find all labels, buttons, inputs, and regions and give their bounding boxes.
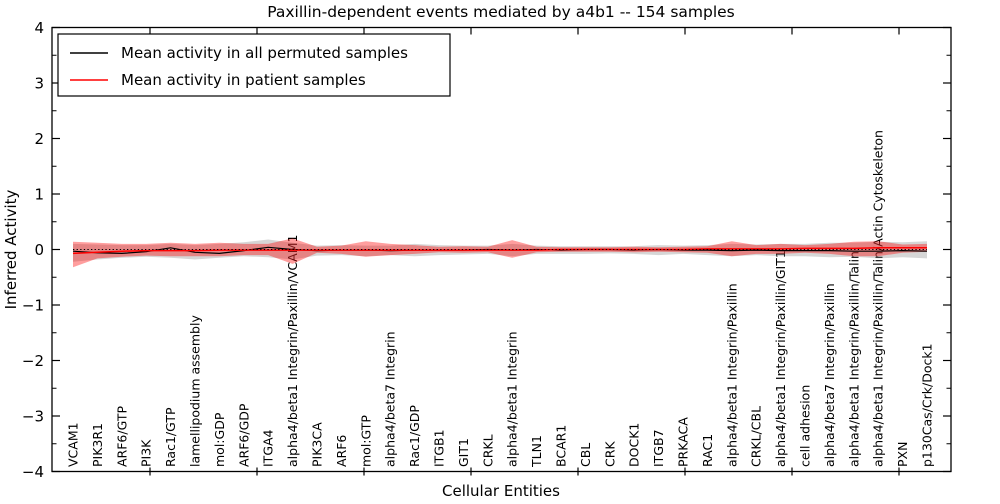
x-category-label: PIK3R1 — [90, 423, 105, 467]
chart-title: Paxillin-dependent events mediated by a4… — [267, 3, 735, 21]
x-category-label: PRKACA — [676, 417, 691, 467]
x-category-label: alpha4/beta7 Integrin — [383, 331, 398, 467]
x-category-label: cell adhesion — [798, 385, 813, 467]
legend: Mean activity in all permuted samples Me… — [57, 33, 451, 97]
x-category-label: VCAM1 — [66, 422, 81, 467]
y-axis-label: Inferred Activity — [2, 189, 20, 309]
x-category-label: lamellipodium assembly — [188, 315, 203, 467]
y-tick-label: −4 — [22, 463, 44, 481]
x-category-label: CRKL — [480, 434, 495, 467]
y-tick-label: 0 — [34, 241, 44, 259]
x-category-label: PI3K — [139, 439, 154, 467]
y-tick-label: 1 — [34, 186, 44, 204]
axes-frame-and-ticks: 4 3 2 1 0 −1 −2 −3 −4 — [22, 19, 952, 481]
x-category-label: BCAR1 — [554, 425, 569, 467]
x-category-label: ITGA4 — [261, 429, 276, 467]
x-category-label: ITGB7 — [651, 429, 666, 467]
x-category-label: ARF6 — [334, 435, 349, 467]
x-category-label: ARF6/GDP — [236, 403, 251, 467]
x-category-label: Rac1/GTP — [163, 407, 178, 467]
legend-entry-patient: Mean activity in patient samples — [121, 71, 366, 89]
y-tick-label: 3 — [34, 75, 44, 93]
y-tick-label: −1 — [22, 297, 44, 315]
x-category-label: GIT1 — [456, 438, 471, 467]
x-category-label: CBL — [578, 443, 593, 467]
x-category-label: ITGB1 — [432, 429, 447, 467]
x-category-label: alpha4/beta1 Integrin/Paxillin/Talin/Act… — [871, 130, 886, 467]
x-category-label: p130Cas/Crk/Dock1 — [920, 343, 935, 467]
x-category-label: alpha4/beta1 Integrin — [505, 331, 520, 467]
y-tick-label: −3 — [22, 408, 44, 426]
legend-box — [57, 33, 451, 97]
x-category-label: alpha4/beta1 Integrin/Paxillin — [724, 283, 739, 467]
x-category-label: alpha4/beta1 Integrin/Paxillin/GIT1 — [773, 250, 788, 467]
x-category-label: alpha4/beta7 Integrin/Paxillin — [822, 283, 837, 467]
x-category-label: ARF6/GTP — [114, 406, 129, 467]
mean-lines — [72, 246, 928, 255]
x-category-label: alpha4/beta1 Integrin/Paxillin/VCAM1 — [285, 235, 300, 467]
y-tick-label: −2 — [22, 352, 44, 370]
x-category-label: mol:GDP — [212, 412, 227, 467]
x-category-label: RAC1 — [700, 434, 715, 467]
x-category-label: TLN1 — [529, 435, 544, 468]
legend-entry-permuted: Mean activity in all permuted samples — [121, 44, 408, 62]
x-category-label: DOCK1 — [627, 423, 642, 467]
x-category-label: mol:GTP — [358, 415, 373, 467]
y-tick-label: 2 — [34, 130, 44, 148]
y-tick-label: 4 — [34, 19, 44, 37]
x-category-label: alpha4/beta1 Integrin/Paxillin/Talin — [846, 251, 861, 467]
x-category-label: PXN — [895, 442, 910, 467]
x-category-labels: VCAM1 PIK3R1 ARF6/GTP PI3K Rac1/GTP lamellipo… — [66, 130, 935, 468]
x-axis-label: Cellular Entities — [442, 482, 560, 500]
x-category-label: PIK3CA — [310, 422, 325, 467]
x-category-label: CRKL/CBL — [749, 406, 764, 467]
x-category-label: Rac1/GDP — [407, 405, 422, 467]
x-category-label: CRK — [602, 441, 617, 467]
